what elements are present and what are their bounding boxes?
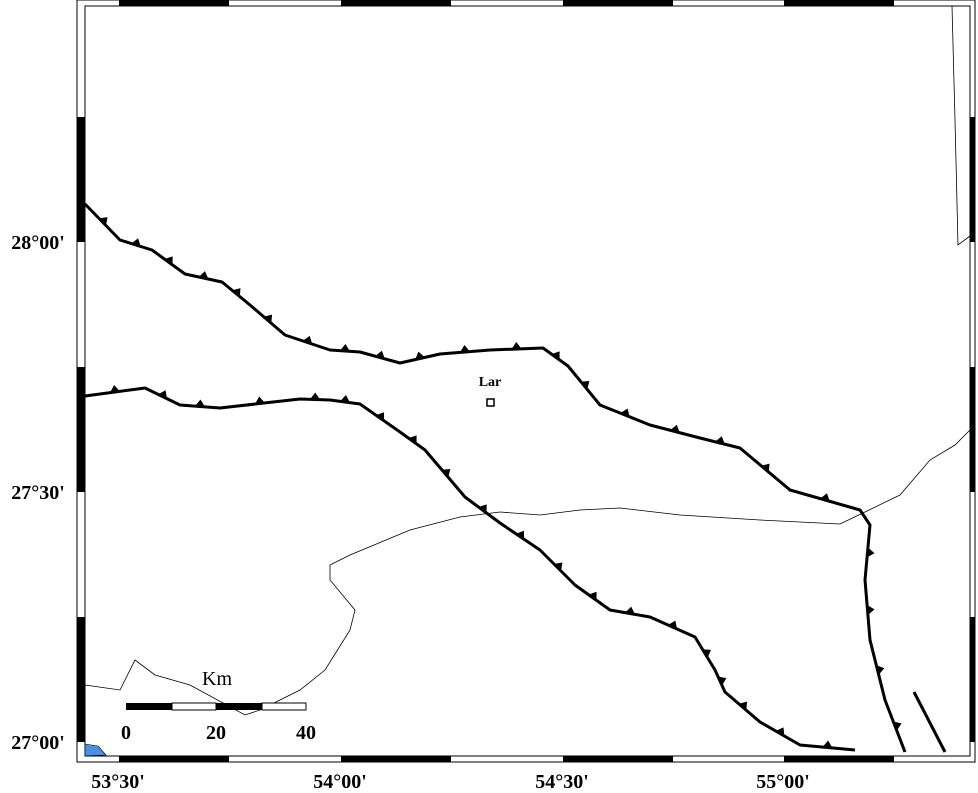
frame-bar bbox=[77, 117, 85, 242]
lat-label: 28°00' bbox=[11, 232, 65, 254]
boundary bbox=[951, 5, 971, 246]
scale-label: 20 bbox=[206, 722, 226, 744]
tooth bbox=[460, 345, 470, 353]
tooth bbox=[415, 351, 425, 360]
tooth bbox=[255, 396, 265, 405]
tooth bbox=[478, 504, 487, 513]
tooth bbox=[511, 342, 522, 350]
frame-bar bbox=[970, 117, 975, 242]
lon-label: 53°30' bbox=[91, 771, 145, 793]
scale-label: 40 bbox=[296, 722, 316, 744]
scale-segment bbox=[126, 703, 172, 710]
frame-bar bbox=[341, 0, 451, 6]
tooth bbox=[158, 390, 167, 399]
lon-label: 55°00' bbox=[756, 771, 810, 793]
scale-segment bbox=[171, 702, 217, 711]
tooth bbox=[131, 238, 141, 247]
tooth bbox=[867, 605, 875, 615]
tooth bbox=[340, 395, 350, 403]
tooth bbox=[515, 530, 525, 540]
frame-bar bbox=[970, 617, 975, 742]
thrust-teeth bbox=[99, 217, 902, 748]
tooth bbox=[232, 288, 241, 297]
tooth bbox=[580, 381, 590, 390]
water bbox=[84, 743, 107, 757]
frame-bar bbox=[77, 367, 85, 492]
tooth bbox=[375, 350, 385, 359]
tooth bbox=[715, 436, 725, 445]
tooth bbox=[820, 493, 830, 502]
frame-bars bbox=[77, 0, 975, 762]
scale-bar: Km bbox=[126, 668, 307, 711]
tooth bbox=[441, 468, 451, 478]
tooth bbox=[670, 424, 680, 433]
scale-segment bbox=[261, 702, 307, 711]
tooth bbox=[263, 314, 273, 324]
fault bbox=[912, 691, 947, 753]
tooth bbox=[717, 676, 727, 686]
frame-bar bbox=[119, 0, 229, 6]
scale-label: 0 bbox=[121, 722, 131, 744]
thrust-fault bbox=[84, 386, 856, 752]
lon-label: 54°00' bbox=[313, 771, 367, 793]
labels: 53°30' 54°00' 54°30' 55°00' 28°00' 27°30' 27°0… bbox=[11, 232, 810, 793]
tooth bbox=[893, 721, 902, 731]
tooth bbox=[867, 547, 875, 558]
frame-bar bbox=[563, 756, 673, 762]
tooth bbox=[876, 665, 885, 675]
tooth bbox=[588, 591, 597, 601]
tooth bbox=[625, 606, 635, 615]
scale-segment bbox=[216, 703, 262, 710]
frame-bar bbox=[341, 756, 451, 762]
tooth bbox=[620, 408, 630, 417]
tooth bbox=[195, 399, 205, 407]
tooth bbox=[761, 463, 770, 473]
lat-label: 27°00' bbox=[11, 732, 65, 754]
tooth bbox=[340, 344, 350, 352]
tooth bbox=[99, 217, 108, 226]
tooth bbox=[164, 256, 173, 265]
boundary bbox=[84, 429, 971, 716]
tooth bbox=[310, 392, 320, 400]
tooth bbox=[667, 620, 678, 630]
thrust-fault bbox=[83, 202, 907, 753]
frame-bar bbox=[77, 617, 85, 742]
frame-bar bbox=[119, 756, 229, 762]
frame-bar bbox=[784, 0, 894, 6]
tooth bbox=[775, 727, 785, 736]
frame-bar bbox=[563, 0, 673, 6]
lon-label: 54°30' bbox=[535, 771, 589, 793]
city-marker bbox=[486, 398, 495, 407]
tooth bbox=[198, 271, 209, 280]
frame-bar bbox=[784, 756, 894, 762]
scale-unit: Km bbox=[202, 668, 232, 690]
tooth bbox=[551, 351, 560, 360]
tooth bbox=[738, 701, 748, 711]
tooth bbox=[110, 385, 120, 393]
frame-bar bbox=[970, 367, 975, 492]
tooth bbox=[822, 740, 833, 748]
tooth bbox=[408, 435, 417, 444]
tooth bbox=[375, 412, 385, 421]
lat-label: 27°30' bbox=[11, 482, 65, 504]
tooth bbox=[553, 562, 563, 572]
city-label: Lar bbox=[479, 375, 502, 390]
tooth bbox=[702, 649, 711, 658]
inner-frame bbox=[84, 5, 971, 757]
tooth bbox=[302, 335, 313, 345]
